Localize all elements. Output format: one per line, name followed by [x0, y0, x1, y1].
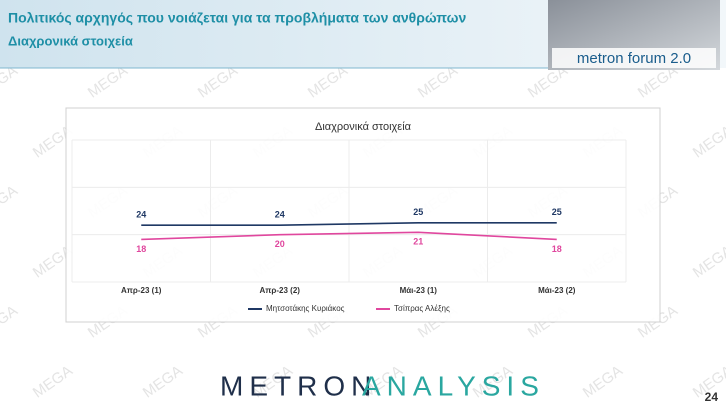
x-tick-label: Μάι-23 (2) [538, 286, 576, 295]
plot: Απρ-23 (1) Απρ-23 (2) Μάι-23 (1) Μάι-23 (2)… [71, 139, 627, 313]
watermark: MEGA [690, 122, 726, 161]
chart-title: Διαχρονικά στοιχεία [315, 121, 412, 133]
x-tick-label: Απρ-23 (1) [121, 286, 162, 295]
watermark: MEGA [140, 362, 186, 401]
watermark: MEGA [0, 182, 21, 221]
x-tick-label: Απρ-23 (2) [260, 286, 301, 295]
data-label: 25 [552, 207, 562, 217]
brand-left: METRON [220, 370, 377, 401]
data-label: 24 [275, 210, 285, 220]
header-title: Πολιτικός αρχηγός που νοιάζεται για τα π… [8, 10, 466, 26]
legend-label: Τσίπρας Αλέξης [394, 304, 450, 313]
watermark: MEGA [0, 302, 21, 341]
header-subtitle: Διαχρονικά στοιχεία [8, 33, 133, 48]
page-number: 24 [705, 390, 719, 404]
brand-right: ANALYSIS [362, 370, 545, 401]
logo-strip [552, 48, 716, 68]
watermark: MEGA [690, 242, 726, 281]
chart-frame [65, 107, 661, 323]
data-label: 24 [136, 210, 146, 220]
data-label: 20 [275, 239, 285, 249]
watermark: MEGA [30, 362, 76, 401]
logo-text: metron forum 2.0 [577, 50, 691, 67]
watermark: MEGA [580, 362, 626, 401]
data-label: 21 [413, 237, 423, 247]
data-label: 18 [552, 244, 562, 254]
data-label: 25 [413, 207, 423, 217]
data-label: 18 [136, 244, 146, 254]
legend-label: Μητσοτάκης Κυριάκος [266, 304, 345, 313]
series-line [141, 222, 557, 226]
x-tick-label: Μάι-23 (1) [400, 286, 438, 295]
series-line [141, 231, 557, 241]
